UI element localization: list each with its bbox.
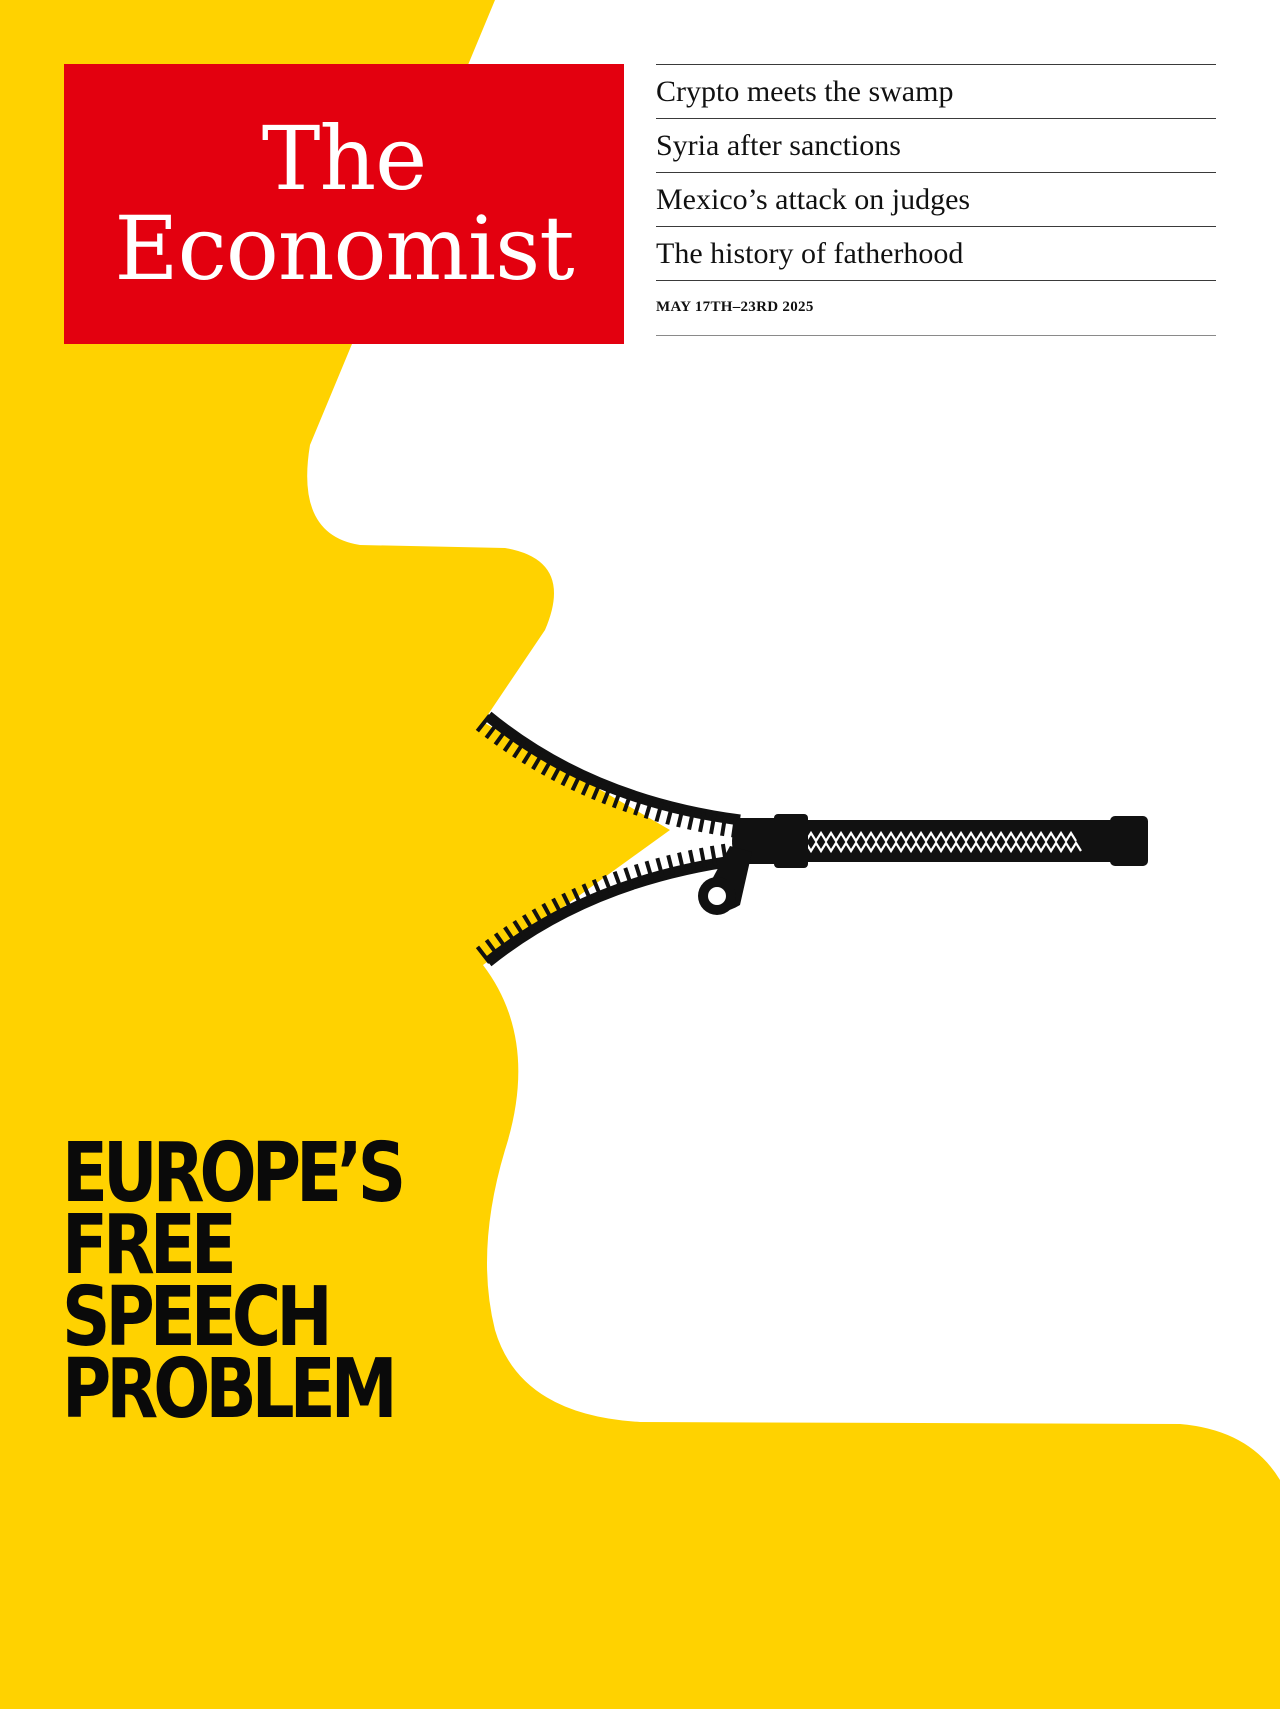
zipper-pull-hole <box>708 887 726 905</box>
masthead-logo: The Economist <box>64 64 624 344</box>
zipper-end-stop <box>1110 816 1148 866</box>
masthead-line-2: Economist <box>114 197 574 300</box>
headline-item: Syria after sanctions <box>656 118 1216 172</box>
zipper-slider-band <box>774 814 808 868</box>
masthead-line-1: The <box>261 107 427 210</box>
headline-item: Mexico’s attack on judges <box>656 172 1216 226</box>
cover-story-line: PROBLEM <box>62 1342 398 1437</box>
zipper-lower-teeth <box>475 842 740 964</box>
headline-item: The history of fatherhood <box>656 226 1216 280</box>
headline-list: Crypto meets the swamp Syria after sanct… <box>656 64 1216 336</box>
headline-item: Crypto meets the swamp <box>656 64 1216 118</box>
zipper-closed-teeth <box>805 830 1082 854</box>
cover-story-title: EUROPE’S FREE SPEECH PROBLEM <box>62 1126 476 1437</box>
cover-story-line: FREE <box>62 1198 237 1293</box>
zipper-upper-teeth <box>475 714 740 838</box>
issue-date: MAY 17TH–23RD 2025 <box>656 280 1216 336</box>
cover-story-line: EUROPE’S <box>62 1126 406 1221</box>
cover-story-line: SPEECH <box>62 1270 333 1365</box>
